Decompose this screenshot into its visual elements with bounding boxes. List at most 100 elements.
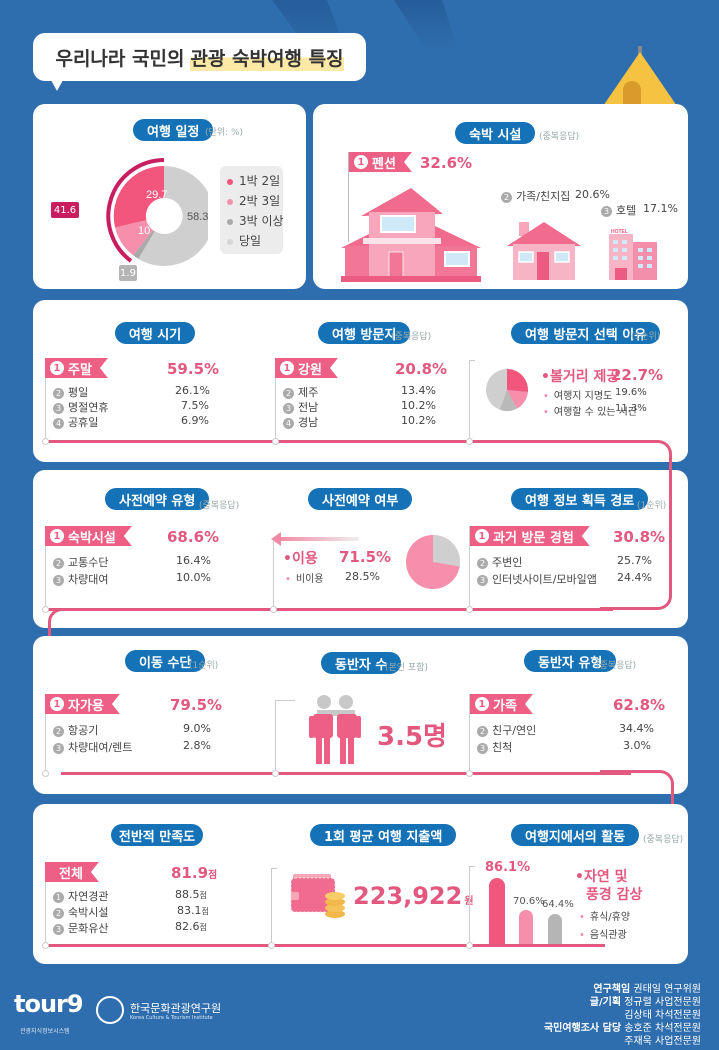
section-label: 동반자 수: [321, 652, 402, 674]
credit-line: 글/기획 정규렬 사업전문원: [589, 997, 701, 1008]
tent-door-icon: [623, 81, 641, 106]
timeline-dot: [42, 770, 49, 777]
multiple-response-note: (중복응답): [391, 332, 432, 342]
timeline-dot: [42, 942, 49, 949]
top-value: 62.8%: [613, 696, 666, 714]
list-value: 6.9%: [181, 414, 209, 427]
section-label: 여행지에서의 활동: [511, 824, 640, 846]
section-label: 여행 방문지 선택 이유: [511, 322, 661, 344]
flag-pole: [348, 152, 349, 242]
accommodation-card: 숙박 시설 (중복응답) 1 펜션 32.6% 2 가족/친지집 20.6% 3 호텔…: [313, 104, 688, 289]
top-value: 20.8%: [395, 360, 448, 378]
legend-item: 1박 2일: [227, 172, 280, 189]
bracket-line: [469, 360, 470, 442]
bracket-line: [469, 694, 470, 776]
timeline-line: [45, 440, 655, 443]
list-value: 83.1점: [177, 904, 209, 917]
companion-count-value: 3.5명: [377, 722, 447, 752]
title-highlight: 관광 숙박여행 특징: [190, 43, 344, 71]
top-value: 30.8%: [613, 528, 666, 546]
arrow-left-icon: [279, 537, 359, 541]
list-item: 3 명절연휴: [53, 399, 108, 415]
legend-item: 2박 3일: [227, 192, 280, 209]
timeline-line: [45, 608, 613, 611]
overall-flag: 전체: [45, 862, 99, 882]
list-value: 16.4%: [176, 554, 211, 567]
self-included-note: (본인 포함): [385, 663, 429, 673]
timeline-line: [45, 944, 605, 947]
list-value: 34.4%: [619, 722, 654, 735]
accommodation-rank-3: 3 호텔: [601, 202, 636, 218]
activity-bar-value: 70.6%: [513, 896, 545, 907]
small-value-badge: 1.9: [119, 265, 137, 281]
ktci-logo-icon: [96, 996, 124, 1024]
timeline-connector: [600, 440, 672, 610]
list-value: 2.8%: [183, 739, 211, 752]
bracket-line: [271, 868, 272, 946]
section-label: 여행 시기: [115, 322, 195, 344]
section-label: 여행 일정: [133, 119, 214, 141]
top-value: 81.9점: [171, 864, 218, 882]
list-value: 82.6점: [175, 920, 207, 933]
activity-bar-value: 86.1%: [485, 860, 531, 875]
credit-line: 김상태 차석전문원: [624, 1010, 701, 1021]
bracket-top: [275, 700, 295, 701]
rank-note: (1순위): [189, 661, 219, 671]
bracket-line: [275, 358, 276, 442]
rank-flag: 1 자가용: [45, 694, 120, 714]
companion-card: 이동 수단 (1순위) 1 자가용 79.5% 2 항공기 9.0% 3 차량대여/렌…: [33, 636, 688, 794]
multiple-response-note: (중복응답): [199, 501, 240, 511]
bracket-line: [45, 862, 46, 946]
list-item: 3 인터넷사이트/모바일앱: [477, 571, 597, 587]
reservation-use-top: •이용: [283, 551, 318, 567]
section-label: 전반적 만족도: [111, 824, 203, 846]
list-value: 10.2%: [401, 399, 436, 412]
list-item: • 여행지 지명도: [543, 391, 613, 402]
satisfaction-spending-card: 전반적 만족도 전체 81.9점 1 자연경관 88.5점 2 숙박시설 83.1점…: [33, 804, 688, 964]
section-label: 사전예약 유형: [105, 488, 210, 510]
reason-pie-chart: [486, 369, 528, 412]
travel-pattern-card: 여행 시기 1 주말 59.5% 2 평일 26.1% 3 명절연휴 7.5% 4 공휴…: [33, 300, 688, 462]
list-item: 2 평일: [53, 384, 88, 400]
list-item: 2 제주: [283, 384, 318, 400]
list-value: 3.0%: [623, 739, 651, 752]
ktci-logo-name: 한국문화관광연구원: [130, 1002, 222, 1015]
list-item: • 음식관광: [579, 930, 627, 941]
section-label: 여행 방문지: [318, 322, 411, 344]
timeline-dot: [42, 606, 49, 613]
timeline-dot: [466, 770, 473, 777]
list-value: 25.7%: [617, 554, 652, 567]
activity-bar: [548, 914, 562, 946]
accommodation-value-2: 20.6%: [575, 188, 610, 201]
two-people-icon: [309, 695, 361, 764]
list-item: 2 주변인: [477, 554, 522, 570]
bracket-line: [45, 694, 46, 776]
top-value: 79.5%: [170, 696, 223, 714]
list-value: 10.0%: [176, 571, 211, 584]
multiple-response-note: (중복응답): [596, 661, 637, 671]
list-value: 7.5%: [181, 399, 209, 412]
list-value: 13.4%: [401, 384, 436, 397]
top-activity-line2: 풍경 감상: [586, 887, 643, 903]
timeline-dot: [466, 438, 473, 445]
svg-text:10: 10: [138, 225, 150, 237]
tour9-logo-subtitle: 관광지식정보시스템: [20, 1028, 70, 1035]
spending-value: 223,922원: [353, 882, 474, 910]
list-item: 2 교통수단: [53, 554, 108, 570]
ktci-logo-english: Korea Culture & Tourism Institute: [130, 1015, 213, 1021]
rank-flag: 1 주말: [45, 358, 108, 378]
rank-flag: 1 숙박시설: [45, 526, 132, 546]
top-activity: •자연 및: [575, 869, 628, 885]
list-value: 88.5점: [175, 888, 207, 901]
bracket-top: [469, 866, 475, 867]
credit-line: 주재욱 사업전문원: [624, 1036, 701, 1047]
unit-note: (단위: %): [205, 128, 244, 138]
top-value: 59.5%: [167, 360, 220, 378]
activity-bar: [489, 878, 505, 946]
section-label: 동반자 유형: [524, 650, 617, 672]
rank-note: (1순위): [631, 332, 661, 342]
title-prefix: 우리나라 국민의: [55, 47, 185, 70]
multiple-response-note: (중복응답): [643, 835, 684, 845]
legend-item: 당일: [227, 232, 261, 249]
list-value: 10.2%: [401, 414, 436, 427]
